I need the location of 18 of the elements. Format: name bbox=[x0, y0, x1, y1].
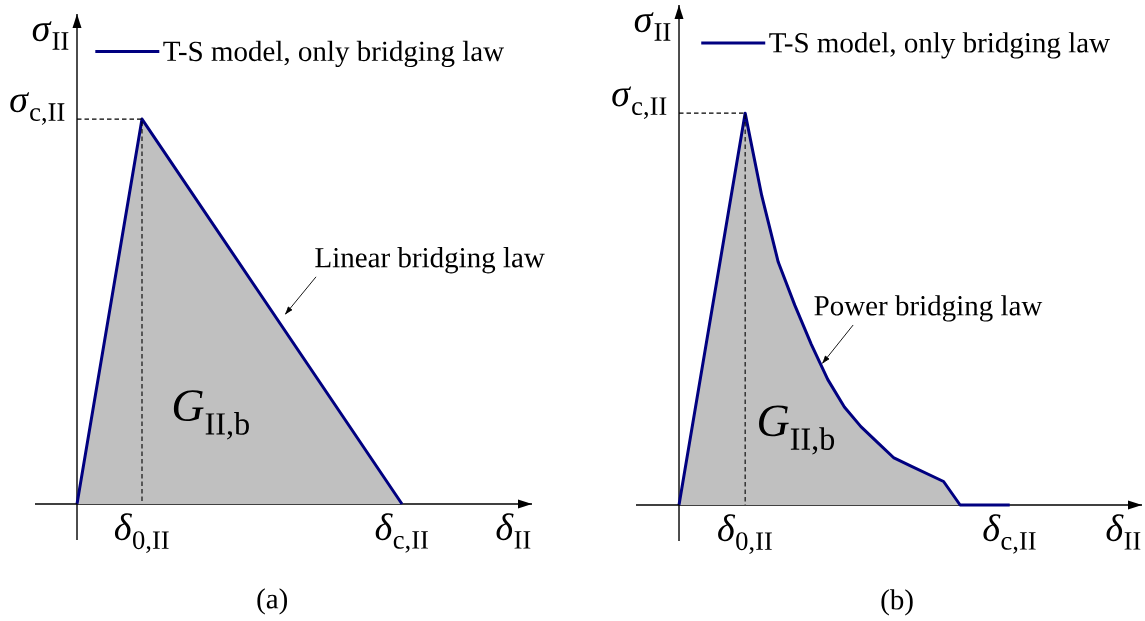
annotation: Power bridging law bbox=[814, 295, 1043, 322]
annotation: G$_{II,b}$ bbox=[173, 390, 249, 440]
x-axis-title: δ$_{II}$ bbox=[496, 513, 531, 549]
legend-label: T-S model, only bridging law bbox=[769, 32, 1110, 59]
x-axis-title: δ$_{II}$ bbox=[1106, 514, 1141, 550]
annotation: Linear bridging law bbox=[315, 247, 545, 274]
annotation: σ$_{c,II}$ bbox=[612, 86, 667, 119]
y-axis-title: σ$_{II}$ bbox=[634, 12, 671, 41]
x-tick-label: δ$_{c,II}$ bbox=[983, 514, 1036, 554]
x-tick-label: δ$_{0,II}$ bbox=[114, 513, 169, 553]
x-tick-label: δ$_{c,II}$ bbox=[375, 513, 428, 553]
annotation: σ$_{c,II}$ bbox=[10, 92, 65, 125]
text: (b) bbox=[881, 589, 913, 616]
y-axis-title: σ$_{II}$ bbox=[32, 21, 69, 50]
annotation: G$_{II,b}$ bbox=[759, 405, 835, 455]
x-tick-label: δ$_{0,II}$ bbox=[718, 514, 772, 554]
text: (a) bbox=[257, 588, 288, 615]
legend-label: T-S model, only bridging law bbox=[163, 40, 504, 68]
